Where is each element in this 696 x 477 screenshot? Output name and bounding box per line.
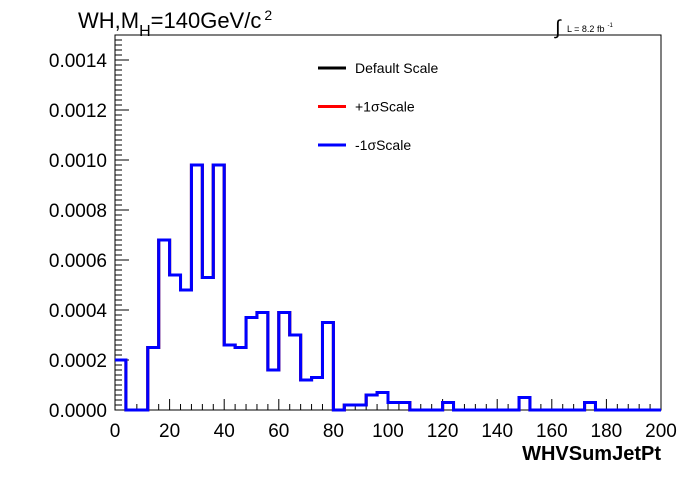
- lumi-integral: ∫: [554, 17, 562, 39]
- title-rest: =140GeV/c: [151, 8, 262, 33]
- legend: Default Scale +1σScale -1σScale: [318, 60, 438, 153]
- series-line-0: [115, 163, 661, 412]
- x-tick-label: 160: [536, 421, 568, 442]
- legend-label-1: +1σScale: [355, 99, 415, 115]
- x-tick-label: 60: [268, 421, 289, 442]
- series-line-2: [115, 163, 661, 412]
- title-main: WH,M: [78, 8, 139, 33]
- x-tick-label: 180: [591, 421, 623, 442]
- x-tick-label: 40: [214, 421, 235, 442]
- y-tick-label: 0.0004: [49, 301, 108, 322]
- x-tick-label: 0: [110, 421, 121, 442]
- title-subscript: H: [139, 23, 151, 40]
- plot-frame: [114, 34, 662, 411]
- y-tick-label: 0.0012: [49, 101, 107, 122]
- y-tick-label: 0.0014: [49, 51, 108, 72]
- y-tick-label: 0.0010: [49, 151, 107, 172]
- x-tick-label: 120: [427, 421, 459, 442]
- x-tick-label: 80: [323, 421, 344, 442]
- x-tick-label: 200: [645, 421, 677, 442]
- y-tick-label: 0.0008: [49, 201, 107, 222]
- y-tick-label: 0.0006: [49, 251, 107, 272]
- x-tick-label: 100: [372, 421, 404, 442]
- chart-title: WH,MH=140GeV/c 2: [78, 7, 272, 40]
- lumi-text: L = 8.2 fb: [567, 24, 604, 34]
- lumi-label: L = 8.2 fb -1: [567, 23, 613, 34]
- legend-label-0: Default Scale: [355, 60, 438, 76]
- x-tick-label: 140: [481, 421, 513, 442]
- legend-label-2: -1σScale: [355, 137, 411, 153]
- lumi-superscript: -1: [607, 23, 613, 29]
- x-tick-label: 20: [159, 421, 180, 442]
- series-line-1: [115, 163, 661, 412]
- y-tick-label: 0.0000: [49, 401, 107, 422]
- x-axis-title: WHVSumJetPt: [522, 443, 661, 465]
- series-layer: [115, 163, 661, 412]
- y-tick-label: 0.0002: [49, 351, 107, 372]
- title-superscript: 2: [264, 7, 272, 23]
- axis-ticks: 0 20 40 60 80 100 120 140 160 180 200 0.0000 0.0002 0…: [49, 34, 677, 442]
